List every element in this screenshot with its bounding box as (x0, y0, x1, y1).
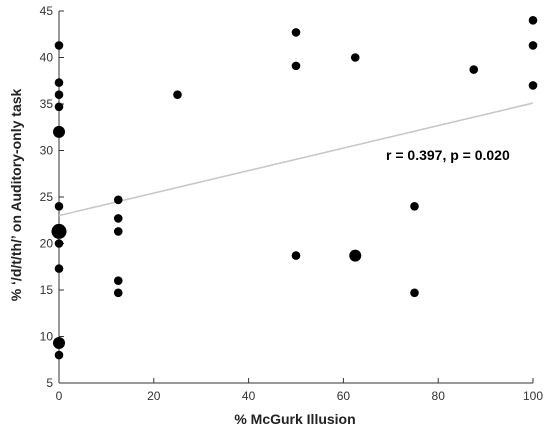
data-point (54, 264, 64, 273)
data-point (349, 249, 362, 262)
y-tick-label: 10 (40, 330, 54, 344)
y-tick-label: 40 (40, 51, 54, 65)
data-points (51, 15, 538, 360)
data-point (54, 102, 64, 112)
x-axis-ticks: 0 20 40 60 80 100 (56, 378, 543, 403)
y-tick-label: 5 (46, 376, 53, 390)
data-point (54, 78, 64, 87)
data-point (291, 251, 301, 260)
data-point (528, 15, 538, 25)
x-tick-label: 80 (432, 389, 446, 403)
data-point (528, 41, 538, 50)
y-tick-label: 30 (40, 144, 54, 158)
data-point (528, 81, 538, 90)
data-point (54, 202, 64, 211)
data-point (350, 53, 360, 62)
y-axis-ticks: 5 10 15 20 25 30 35 40 45 (40, 4, 64, 390)
x-tick-label: 40 (242, 389, 256, 403)
data-point (410, 202, 419, 211)
y-tick-label: 20 (40, 237, 54, 251)
data-point (113, 195, 123, 205)
data-point (173, 90, 182, 99)
data-point (291, 28, 301, 37)
y-tick-label: 45 (40, 4, 54, 18)
data-point (54, 239, 64, 248)
data-point (54, 41, 64, 50)
x-axis-label: % McGurk Illusion (234, 411, 355, 427)
x-tick-label: 60 (337, 389, 351, 403)
data-point (51, 223, 67, 239)
y-axis-label: % ‘/d/t/th/’ on Auditory-only task (8, 88, 24, 301)
regression-line (58, 102, 534, 217)
correlation-annotation: r = 0.397, p = 0.020 (386, 147, 510, 163)
x-tick-label: 20 (147, 389, 161, 403)
data-point (113, 288, 123, 298)
data-point (54, 90, 64, 99)
y-tick-label: 25 (40, 190, 54, 204)
y-tick-label: 35 (40, 97, 54, 111)
data-point (113, 214, 123, 223)
data-point (469, 65, 479, 74)
x-tick-label: 0 (56, 389, 63, 403)
x-tick-label: 100 (523, 389, 543, 403)
data-point (291, 61, 301, 71)
y-tick-label: 15 (40, 283, 54, 297)
data-point (113, 276, 123, 286)
plot-area: 5 10 15 20 25 30 35 40 45 0 20 40 60 80 100 (40, 4, 544, 403)
data-point (54, 350, 64, 360)
data-point (113, 227, 123, 236)
data-point (53, 337, 65, 350)
data-point (410, 288, 419, 298)
data-point (53, 125, 65, 138)
